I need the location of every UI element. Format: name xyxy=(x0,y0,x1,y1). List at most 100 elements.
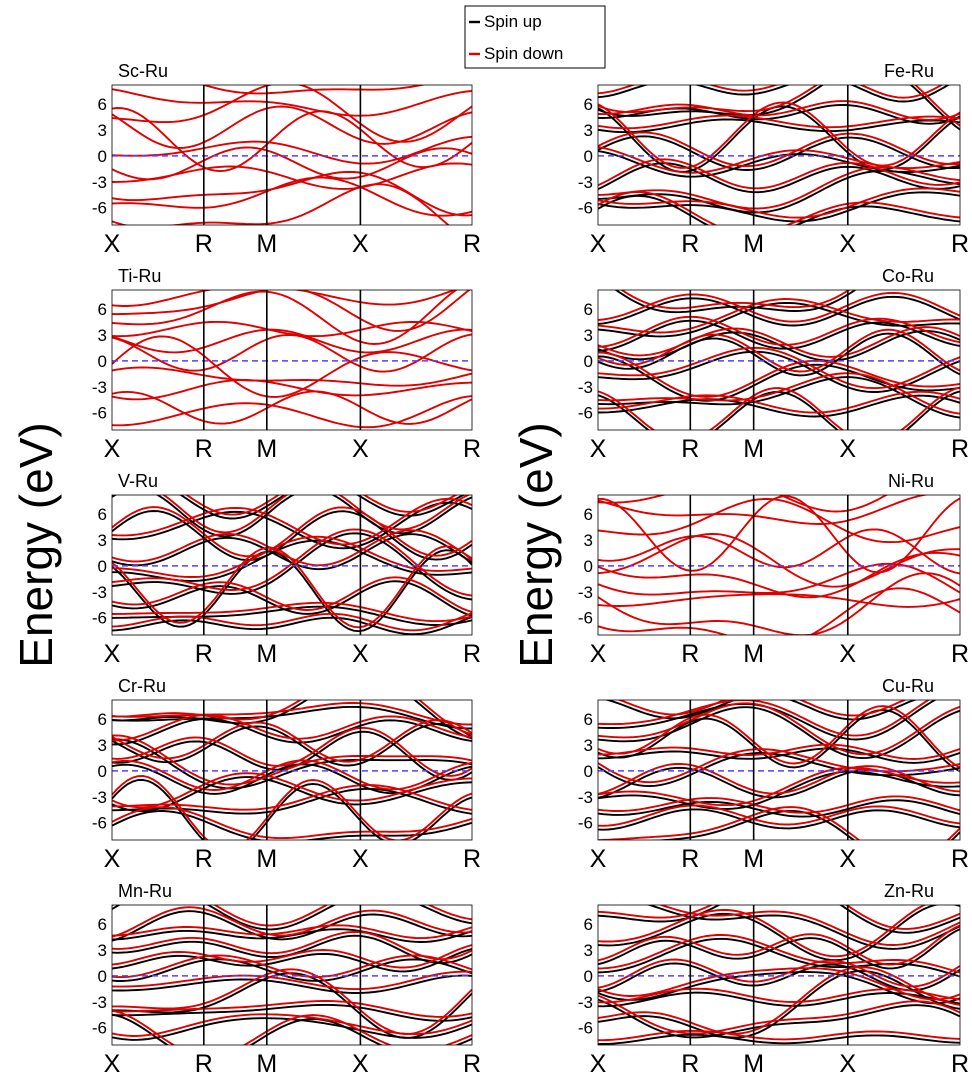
band-line xyxy=(598,966,960,1035)
band-line xyxy=(598,394,960,418)
y-tick-label: -6 xyxy=(578,199,593,218)
band-line xyxy=(112,335,472,398)
y-tick-label: -6 xyxy=(578,609,593,628)
panel-co-ru: Co-Ru 6 3 0 -3 -6 X R M X R xyxy=(578,266,969,463)
band-line xyxy=(112,135,472,165)
x-tick-label: X xyxy=(590,230,607,258)
plot-frame xyxy=(111,699,473,841)
band-line xyxy=(112,924,472,940)
band-line xyxy=(112,705,472,730)
panel-ti-ru: Ti-Ru 6 3 0 -3 -6 X R M X R xyxy=(92,266,481,463)
band-line xyxy=(201,85,427,95)
band-line xyxy=(112,532,472,601)
band-line xyxy=(112,88,472,117)
band-line xyxy=(598,85,944,99)
band-line xyxy=(598,795,960,814)
band-line xyxy=(598,350,960,393)
band-line xyxy=(112,601,472,623)
x-tick-label: M xyxy=(256,845,277,873)
y-tick-label: 3 xyxy=(584,736,593,755)
band-line xyxy=(112,328,472,354)
panel-title: Mn-Ru xyxy=(118,881,172,901)
panel-sc-ru: Sc-Ru 6 3 0 -3 -6 X R M X R xyxy=(92,61,481,258)
band-line xyxy=(185,495,458,516)
band-lines xyxy=(598,905,960,1045)
band-line xyxy=(598,804,960,827)
y-tick-label: -3 xyxy=(92,378,107,397)
x-tick-label: X xyxy=(839,1050,856,1076)
y-tick-label: 3 xyxy=(98,121,107,140)
y-tick-label: 0 xyxy=(584,967,593,986)
band-line xyxy=(112,905,472,927)
band-line xyxy=(112,105,472,149)
band-line xyxy=(598,298,960,334)
plot-frame xyxy=(597,494,961,636)
band-line xyxy=(598,85,960,127)
band-line xyxy=(598,770,960,810)
band-line xyxy=(598,85,951,103)
x-tick-label: R xyxy=(681,640,699,668)
x-tick-label: X xyxy=(352,230,369,258)
x-tick-label: R xyxy=(951,640,969,668)
ylabel-right: Energy (eV) xyxy=(510,422,562,667)
x-tick-label: X xyxy=(839,230,856,258)
band-line xyxy=(598,118,960,134)
band-line xyxy=(598,808,960,831)
band-line xyxy=(112,970,472,991)
band-line xyxy=(598,994,960,1035)
band-line xyxy=(112,290,457,307)
legend-label-spin-up: Spin up xyxy=(484,12,542,31)
plot-frame xyxy=(111,904,473,1046)
band-line xyxy=(112,107,472,173)
band-line xyxy=(112,905,472,931)
band-line xyxy=(112,170,472,217)
band-lines xyxy=(112,290,472,429)
x-tick-label: X xyxy=(104,845,121,873)
band-lines xyxy=(598,495,960,635)
band-line xyxy=(598,528,960,575)
band-line xyxy=(112,176,472,217)
band-line xyxy=(112,366,472,387)
band-line xyxy=(598,135,960,171)
y-tick-label: -6 xyxy=(578,1019,593,1038)
band-line xyxy=(598,905,960,930)
x-tick-label: X xyxy=(839,435,856,463)
band-line xyxy=(598,301,960,338)
band-line xyxy=(112,320,472,338)
x-tick-label: R xyxy=(463,845,481,873)
band-line xyxy=(598,191,960,225)
y-tick-label: -6 xyxy=(92,199,107,218)
band-lines xyxy=(112,905,472,1045)
band-line xyxy=(598,762,960,795)
x-tick-label: R xyxy=(463,435,481,463)
x-tick-label: R xyxy=(681,230,699,258)
y-tick-label: 6 xyxy=(98,95,107,114)
y-tick-label: 3 xyxy=(584,941,593,960)
x-tick-label: R xyxy=(681,1050,699,1076)
y-tick-label: 0 xyxy=(98,147,107,166)
band-line xyxy=(598,709,960,773)
band-line xyxy=(598,593,960,608)
plot-frame xyxy=(597,289,961,431)
plot-frame xyxy=(111,84,473,226)
band-line xyxy=(598,191,960,223)
band-line xyxy=(112,290,471,332)
y-tick-label: 0 xyxy=(584,147,593,166)
band-line xyxy=(598,386,960,430)
x-tick-label: M xyxy=(256,230,277,258)
y-tick-label: 0 xyxy=(584,352,593,371)
band-line xyxy=(112,529,472,567)
ylabel-left: Energy (eV) xyxy=(10,422,62,667)
plot-frame xyxy=(111,289,473,431)
band-lines xyxy=(598,85,960,225)
band-line xyxy=(646,905,960,950)
x-tick-label: M xyxy=(743,230,764,258)
band-line xyxy=(112,379,472,401)
y-tick-label: 6 xyxy=(98,915,107,934)
panel-title: Ti-Ru xyxy=(118,266,161,286)
band-line xyxy=(112,974,472,994)
band-line xyxy=(598,495,889,513)
band-line xyxy=(598,587,960,635)
band-lines xyxy=(112,85,472,225)
